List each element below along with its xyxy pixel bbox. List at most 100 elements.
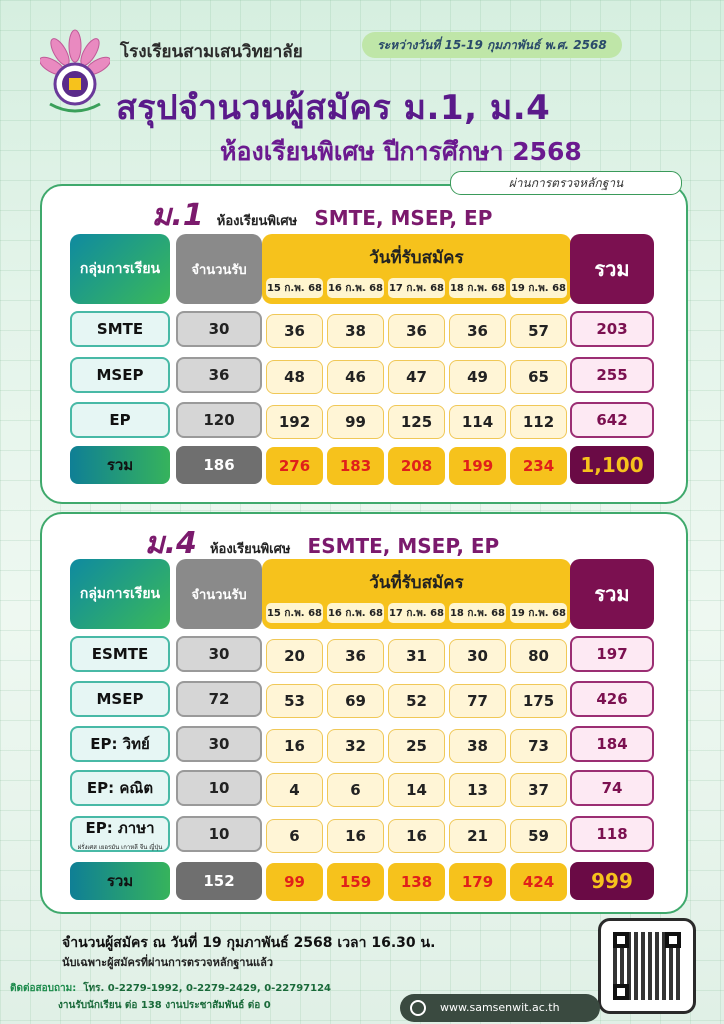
contact-phones: โทร. 0-2279-1992, 0-2279-2429, 0-2279712… [83,983,331,994]
verified-badge: ผ่านการตรวจหลักฐาน [450,171,682,195]
m4-group-name: EP: ภาษา [85,819,155,837]
m1-count-cell: 47 [388,360,445,394]
m1-header-group: กลุ่มการเรียน [70,234,170,304]
verified-only-note: นับเฉพาะผู้สมัครที่ผ่านการตรวจหลักฐานแล้… [62,956,274,969]
m1-total-day: 199 [449,447,506,485]
page-subtitle: ห้องเรียนพิเศษ ปีการศึกษา 2568 [220,137,582,166]
globe-icon [410,1000,426,1016]
m1-group-2: EP [70,402,170,438]
m4-total-day: 179 [449,863,506,901]
m4-count-cell: 16 [327,819,384,853]
m4-total-capacity: 152 [176,862,262,900]
m1-count-cell: 36 [388,314,445,348]
m4-special-label: ห้องเรียนพิเศษ [209,542,291,557]
m4-count-cell: 77 [449,684,506,718]
m1-day-label: 18 ก.พ. 68 [449,278,506,298]
m1-count-cell: 36 [449,314,506,348]
m1-row-sum-2: 642 [570,402,654,438]
m1-total-day: 208 [388,447,445,485]
m4-row-sum-2: 184 [570,726,654,762]
m4-capacity-0: 30 [176,636,262,672]
m4-total-day: 138 [388,863,445,901]
website-link[interactable]: www.samsenwit.ac.th [440,1001,560,1014]
m4-count-cell: 20 [266,639,323,673]
m4-grand-total: 999 [570,862,654,900]
m1-capacity-0: 30 [176,311,262,347]
m1-level: ม.1 [151,198,204,233]
m4-day-label: 18 ก.พ. 68 [449,603,506,623]
m1-group-name: EP [109,411,131,429]
m4-count-cell: 16 [266,729,323,763]
m4-row-sum-0: 197 [570,636,654,672]
m4-count-cell: 38 [449,729,506,763]
m4-group-0: ESMTE [70,636,170,672]
m1-count-cell: 57 [510,314,567,348]
m1-total-label: รวม [70,446,170,484]
m1-group-name: MSEP [96,366,144,384]
qr-code[interactable] [598,918,696,1014]
m1-total-capacity: 186 [176,446,262,484]
m1-card-heading: ม.1 ห้องเรียนพิเศษ SMTE, MSEP, EP [0,192,644,239]
m1-day-label: 19 ก.พ. 68 [510,278,567,298]
m1-count-cell: 38 [327,314,384,348]
m4-group-2: EP: วิทย์ [70,726,170,762]
m4-count-cell: 30 [449,639,506,673]
m4-capacity-1: 72 [176,681,262,717]
m1-total-day: 183 [327,447,384,485]
m1-grand-total: 1,100 [570,446,654,484]
m4-count-cell: 4 [266,773,323,807]
m1-count-cell: 65 [510,360,567,394]
m4-header-sum: รวม [570,559,654,629]
m4-count-cell: 32 [327,729,384,763]
m4-count-cell: 36 [327,639,384,673]
m4-total-day: 99 [266,863,323,901]
m4-count-cell: 31 [388,639,445,673]
m1-day-label: 16 ก.พ. 68 [327,278,384,298]
m4-day-label: 17 ก.พ. 68 [388,603,445,623]
m4-capacity-4: 10 [176,816,262,852]
m1-total-day: 276 [266,447,323,485]
m4-total-day: 424 [510,863,567,901]
m4-group-name: EP: วิทย์ [90,735,150,753]
school-name: โรงเรียนสามเสนวิทยาลัย [120,42,303,62]
m1-count-cell: 36 [266,314,323,348]
m4-count-cell: 21 [449,819,506,853]
m4-count-cell: 25 [388,729,445,763]
qr-finder-icon [613,932,629,948]
m4-count-cell: 16 [388,819,445,853]
m1-special-label: ห้องเรียนพิเศษ [216,214,298,229]
m1-programs: SMTE, MSEP, EP [314,206,493,230]
m1-row-sum-0: 203 [570,311,654,347]
m4-count-cell: 52 [388,684,445,718]
m4-count-cell: 175 [510,684,567,718]
m4-group-subtitle: ฝรั่งเศส เยอรมัน เกาหลี จีน ญี่ปุ่น [77,844,163,851]
m1-count-cell: 48 [266,360,323,394]
school-logo [40,29,110,113]
m1-group-name: SMTE [96,320,144,338]
m4-count-cell: 59 [510,819,567,853]
count-timestamp-note: จำนวนผู้สมัคร ณ วันที่ 19 กุมภาพันธ์ 256… [62,935,436,951]
m4-card-heading: ม.4 ห้องเรียนพิเศษ ESMTE, MSEP, EP [0,520,644,567]
m1-capacity-1: 36 [176,357,262,393]
m4-group-name: ESMTE [91,645,149,663]
contact-label: ติดต่อสอบถาม: [10,983,77,994]
m4-header-group: กลุ่มการเรียน [70,559,170,629]
m1-day-label: 17 ก.พ. 68 [388,278,445,298]
m4-level: ม.4 [144,526,197,561]
m1-capacity-2: 120 [176,402,262,438]
m4-capacity-2: 30 [176,726,262,762]
m4-total-label: รวม [70,862,170,900]
m4-count-cell: 14 [388,773,445,807]
m4-count-cell: 13 [449,773,506,807]
m4-group-3: EP: คณิต [70,770,170,806]
date-range-badge: ระหว่างวันที่ 15-19 กุมภาพันธ์ พ.ศ. 2568 [362,32,622,58]
m4-group-4: EP: ภาษาฝรั่งเศส เยอรมัน เกาหลี จีน ญี่ป… [70,816,170,852]
m4-group-name: EP: คณิต [86,779,154,797]
m4-count-cell: 6 [327,773,384,807]
m4-group-1: MSEP [70,681,170,717]
m1-day-label: 15 ก.พ. 68 [266,278,323,298]
qr-finder-icon [665,932,681,948]
m1-count-cell: 112 [510,405,567,439]
m1-header-sum: รวม [570,234,654,304]
website-bar[interactable]: www.samsenwit.ac.th [400,994,600,1022]
